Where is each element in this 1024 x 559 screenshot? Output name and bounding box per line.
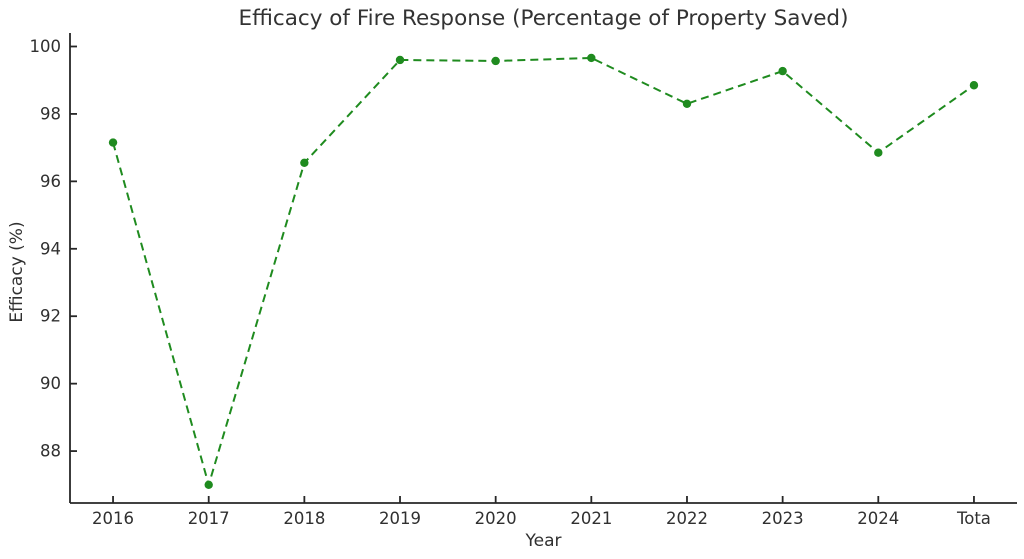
y-tick-label: 100 <box>30 37 62 56</box>
x-tick-label: 2016 <box>92 509 134 528</box>
data-point-marker <box>395 55 405 65</box>
data-point-marker <box>778 66 787 76</box>
data-point-marker <box>874 148 883 157</box>
y-tick-label: 96 <box>40 172 61 191</box>
x-tick-label: 2022 <box>666 509 708 528</box>
x-axis-label: Year <box>525 531 562 551</box>
x-tick-label: 2020 <box>475 509 517 528</box>
x-tick-label: 2021 <box>570 509 612 528</box>
y-tick-label: 90 <box>40 374 61 393</box>
x-tick-label: 2017 <box>188 509 230 528</box>
y-tick-label: 92 <box>40 307 61 326</box>
data-point-marker <box>491 56 500 66</box>
data-point-marker <box>682 99 692 109</box>
data-point-marker <box>204 480 213 489</box>
y-axis-label: Efficacy (%) <box>7 221 27 323</box>
x-tick-label: 2019 <box>379 509 421 528</box>
data-point-marker <box>300 158 309 168</box>
y-tick-label: 88 <box>40 442 61 461</box>
x-tick-label: 2023 <box>762 509 804 528</box>
line-series <box>112 56 975 489</box>
chart-title: Efficacy of Fire Response (Percentage of… <box>238 6 849 31</box>
data-point-marker <box>587 53 596 63</box>
data-point-marker <box>969 81 979 90</box>
y-tick-label: 94 <box>40 239 61 258</box>
y-tick-label: 98 <box>40 104 61 123</box>
x-tick-label: 2024 <box>857 509 899 528</box>
x-tick-label: Tota <box>956 509 991 528</box>
data-point-marker <box>108 138 118 147</box>
x-tick-label: 2018 <box>283 509 325 528</box>
